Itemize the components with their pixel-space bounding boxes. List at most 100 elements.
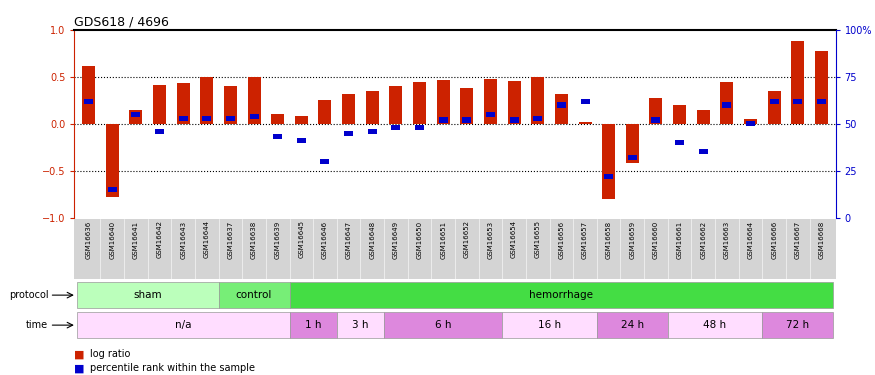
Text: GSM16662: GSM16662	[700, 220, 706, 259]
Bar	[555, 94, 568, 124]
Bar	[130, 110, 143, 124]
Text: GSM16643: GSM16643	[180, 220, 186, 259]
Bar	[676, 140, 684, 145]
Text: GSM16645: GSM16645	[298, 220, 304, 258]
Text: 6 h: 6 h	[435, 320, 452, 330]
Bar	[556, 102, 566, 108]
Bar	[628, 155, 637, 160]
Text: ■: ■	[74, 363, 85, 373]
Bar	[794, 99, 802, 104]
Bar	[649, 98, 662, 124]
Text: GSM16652: GSM16652	[464, 220, 470, 258]
Text: GSM16642: GSM16642	[157, 220, 163, 258]
Bar	[815, 51, 828, 124]
Bar	[533, 116, 542, 121]
Text: GSM16644: GSM16644	[204, 220, 210, 258]
Bar	[224, 86, 237, 124]
Bar	[318, 100, 332, 124]
Bar	[723, 102, 732, 108]
Text: GSM16641: GSM16641	[133, 220, 139, 259]
Bar	[248, 77, 261, 124]
Bar	[344, 130, 354, 136]
Bar	[460, 88, 473, 124]
Bar	[652, 117, 661, 123]
Text: GSM16666: GSM16666	[771, 220, 777, 259]
Text: time: time	[26, 320, 48, 330]
Bar	[226, 116, 234, 121]
Bar	[77, 282, 219, 308]
Bar	[502, 312, 597, 338]
Text: protocol: protocol	[9, 290, 48, 300]
Bar	[580, 99, 590, 104]
Text: 48 h: 48 h	[704, 320, 726, 330]
Bar	[791, 41, 804, 124]
Text: GSM16637: GSM16637	[228, 220, 234, 259]
Text: GSM16659: GSM16659	[629, 220, 635, 259]
Text: GSM16647: GSM16647	[346, 220, 352, 259]
Bar	[767, 91, 780, 124]
Bar	[342, 94, 355, 124]
Bar	[177, 84, 190, 124]
Bar	[84, 99, 93, 104]
Bar	[770, 99, 779, 104]
Text: GSM16650: GSM16650	[416, 220, 423, 259]
Text: GSM16649: GSM16649	[393, 220, 399, 259]
Bar	[438, 117, 448, 123]
Bar	[486, 112, 495, 117]
Text: GSM16646: GSM16646	[322, 220, 328, 259]
Bar	[200, 77, 214, 124]
Bar	[77, 312, 290, 338]
Text: GSM16658: GSM16658	[606, 220, 612, 259]
Bar	[415, 125, 424, 130]
Text: GSM16660: GSM16660	[653, 220, 659, 259]
Text: GSM16663: GSM16663	[724, 220, 730, 259]
Bar	[389, 86, 402, 124]
Bar	[413, 82, 426, 124]
Bar	[699, 149, 708, 154]
Text: GDS618 / 4696: GDS618 / 4696	[74, 16, 169, 29]
Text: 24 h: 24 h	[620, 320, 644, 330]
Text: GSM16664: GSM16664	[747, 220, 753, 259]
Bar	[673, 105, 686, 124]
Text: GSM16656: GSM16656	[558, 220, 564, 259]
Bar	[391, 125, 401, 130]
Bar	[744, 119, 757, 124]
Text: GSM16638: GSM16638	[251, 220, 257, 259]
Bar	[384, 312, 502, 338]
Bar	[602, 124, 615, 199]
Bar	[578, 122, 592, 124]
Bar	[153, 86, 166, 124]
Bar	[337, 312, 384, 338]
Bar	[219, 282, 290, 308]
Text: 72 h: 72 h	[787, 320, 809, 330]
Text: GSM16653: GSM16653	[487, 220, 493, 259]
Text: GSM16661: GSM16661	[676, 220, 682, 259]
Bar	[437, 80, 450, 124]
Bar	[720, 82, 733, 124]
Bar	[668, 312, 762, 338]
Text: GSM16668: GSM16668	[818, 220, 824, 259]
Text: percentile rank within the sample: percentile rank within the sample	[90, 363, 256, 373]
Bar	[202, 116, 211, 121]
Bar	[531, 77, 544, 124]
Bar	[604, 174, 613, 179]
Bar	[106, 124, 119, 197]
Bar	[82, 66, 95, 124]
Bar	[597, 312, 668, 338]
Text: control: control	[236, 290, 272, 300]
Text: GSM16657: GSM16657	[582, 220, 588, 259]
Text: GSM16651: GSM16651	[440, 220, 446, 259]
Bar	[155, 129, 164, 134]
Text: GSM16636: GSM16636	[86, 220, 92, 259]
Bar	[368, 129, 377, 134]
Bar	[817, 99, 826, 104]
Bar	[273, 134, 282, 140]
Bar	[131, 112, 140, 117]
Text: GSM16667: GSM16667	[794, 220, 801, 259]
Bar	[290, 282, 833, 308]
Text: n/a: n/a	[175, 320, 192, 330]
Bar	[290, 312, 337, 338]
Bar	[178, 116, 187, 121]
Bar	[507, 81, 521, 124]
Text: ■: ■	[74, 350, 85, 359]
